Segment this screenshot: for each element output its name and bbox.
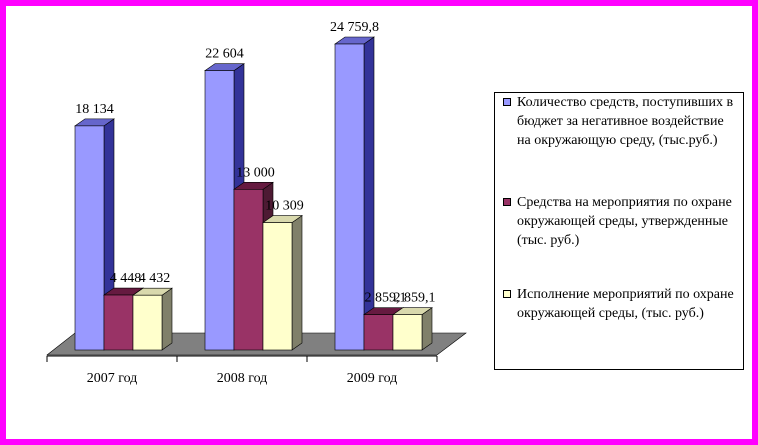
bar-front-2008-received-funds bbox=[204, 70, 235, 351]
data-label-2008-execution: 10 309 bbox=[265, 199, 304, 214]
data-label-2007-execution: 4 432 bbox=[139, 271, 171, 286]
data-label-2007-approved-funds: 4 448 bbox=[110, 271, 142, 286]
data-label-2009-execution: 2 859,1 bbox=[394, 291, 436, 306]
bar-front-2007-approved-funds bbox=[103, 294, 134, 351]
x-tick-label-2009: 2009 год bbox=[347, 371, 398, 386]
bar-front-2008-execution bbox=[262, 222, 293, 351]
x-tick-label-2007: 2007 год bbox=[87, 371, 138, 386]
bar-side-2009-execution bbox=[421, 307, 433, 351]
legend-swatch-execution bbox=[503, 290, 511, 298]
legend-item-received-funds: Количество средств, поступивших в бюджет… bbox=[503, 93, 739, 150]
bar-front-2007-execution bbox=[132, 294, 163, 351]
legend-swatch-received-funds bbox=[503, 98, 511, 106]
bar-front-2008-approved-funds bbox=[233, 189, 264, 351]
data-label-2009-received-funds: 24 759,8 bbox=[330, 20, 379, 35]
bar-front-2009-approved-funds bbox=[363, 314, 394, 351]
x-tick-label-2008: 2008 год bbox=[217, 371, 268, 386]
bar-2009-execution bbox=[392, 307, 433, 351]
legend-item-execution: Исполнение мероприятий по охране окружаю… bbox=[503, 285, 739, 323]
bar-front-2007-received-funds bbox=[74, 125, 105, 351]
data-label-2008-received-funds: 22 604 bbox=[205, 47, 244, 62]
chart-legend: Количество средств, поступивших в бюджет… bbox=[494, 92, 744, 370]
legend-swatch-approved-funds bbox=[503, 198, 511, 206]
bar-side-2007-execution bbox=[161, 287, 173, 351]
bar-2007-execution bbox=[132, 287, 173, 351]
bar-front-2009-execution bbox=[392, 314, 423, 351]
legend-label-approved-funds: Средства на мероприятия по охране окружа… bbox=[517, 195, 732, 248]
bar-2009-received-funds bbox=[334, 36, 375, 351]
legend-label-execution: Исполнение мероприятий по охране окружаю… bbox=[517, 287, 734, 321]
bar-2008-execution bbox=[262, 215, 303, 351]
legend-item-approved-funds: Средства на мероприятия по охране окружа… bbox=[503, 193, 739, 250]
data-label-2008-approved-funds: 13 000 bbox=[236, 165, 275, 180]
data-label-2009-approved-funds: 2 859,1 bbox=[365, 291, 407, 306]
bar-side-2008-execution bbox=[291, 215, 303, 351]
legend-label-received-funds: Количество средств, поступивших в бюджет… bbox=[517, 95, 734, 148]
data-label-2007-received-funds: 18 134 bbox=[75, 102, 114, 117]
bar-front-2009-received-funds bbox=[334, 43, 365, 351]
